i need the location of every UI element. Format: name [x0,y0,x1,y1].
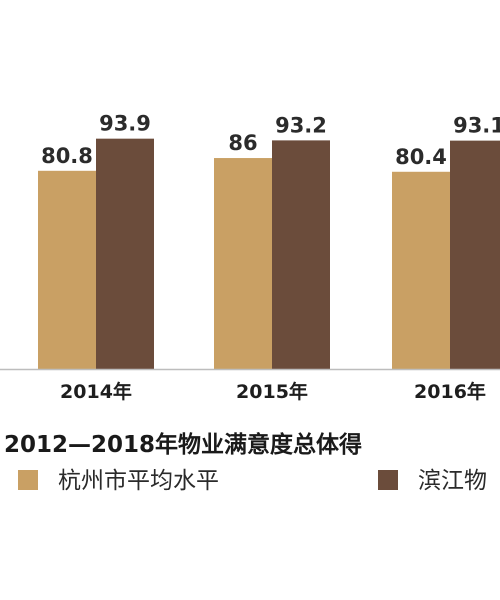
legend: 杭州市平均水平 滨江物 [18,468,487,494]
data-label-0-1: 86 [228,131,257,155]
bar-hangzhou-avg-0 [38,170,96,369]
bar-hangzhou-avg-2 [392,171,450,369]
legend-label-1: 滨江物 [418,468,487,494]
legend-swatch-0 [18,470,38,490]
x-tick-label-2: 2016年 [414,380,486,403]
bar-binjiang-0 [96,138,154,369]
x-tick-label-1: 2015年 [236,380,308,403]
bars-layer [38,138,500,369]
legend-swatch-1 [378,470,398,490]
data-label-1-0: 93.9 [99,112,151,136]
chart-title: 2012—2018年物业满意度总体得 [4,431,362,458]
x-tick-labels: 2014年 2015年 2016年 [60,380,486,403]
data-label-1-1: 93.2 [275,113,327,137]
data-label-0-2: 80.4 [395,145,447,169]
bar-binjiang-1 [272,140,330,369]
x-tick-label-0: 2014年 [60,380,132,403]
bar-binjiang-2 [450,140,500,369]
data-labels-layer: 80.893.9 86 93.2 80.493.1 [41,112,500,169]
data-label-1-2: 93.1 [453,114,500,138]
bar-hangzhou-avg-1 [214,158,272,369]
legend-label-0: 杭州市平均水平 [58,468,219,494]
data-label-0-0: 80.8 [41,144,93,168]
